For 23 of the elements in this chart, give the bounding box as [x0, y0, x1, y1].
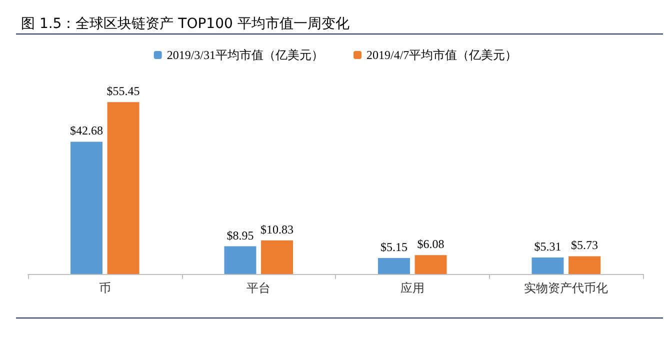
- data-label: $42.68: [70, 124, 103, 138]
- legend-label: 2019/3/31平均市值（亿美元）: [166, 48, 324, 62]
- data-label: $5.73: [571, 238, 598, 252]
- bar: [532, 258, 564, 274]
- data-label: $8.95: [226, 228, 254, 242]
- x-tick-label: 平台: [246, 281, 271, 295]
- legend-label: 2019/4/7平均市值（亿美元）: [366, 48, 518, 62]
- data-label: $10.83: [260, 222, 294, 236]
- data-label: $6.08: [417, 237, 444, 252]
- bar: [224, 246, 256, 274]
- data-label: $5.15: [380, 240, 408, 254]
- x-tick-label: 应用: [400, 281, 424, 295]
- bar: [70, 142, 102, 274]
- bar: [378, 258, 410, 274]
- x-tick-label: 实物资产代币化: [524, 281, 608, 295]
- bar: [414, 255, 447, 274]
- bar: [107, 102, 140, 274]
- bar: [261, 240, 294, 274]
- chart-title: 图 1.5：全球区块链资产 TOP100 平均市值一周变化: [21, 16, 350, 32]
- x-tick-label: 币: [98, 281, 111, 295]
- data-label: $5.31: [534, 240, 562, 254]
- data-label: $55.45: [106, 84, 140, 98]
- bar: [568, 256, 601, 274]
